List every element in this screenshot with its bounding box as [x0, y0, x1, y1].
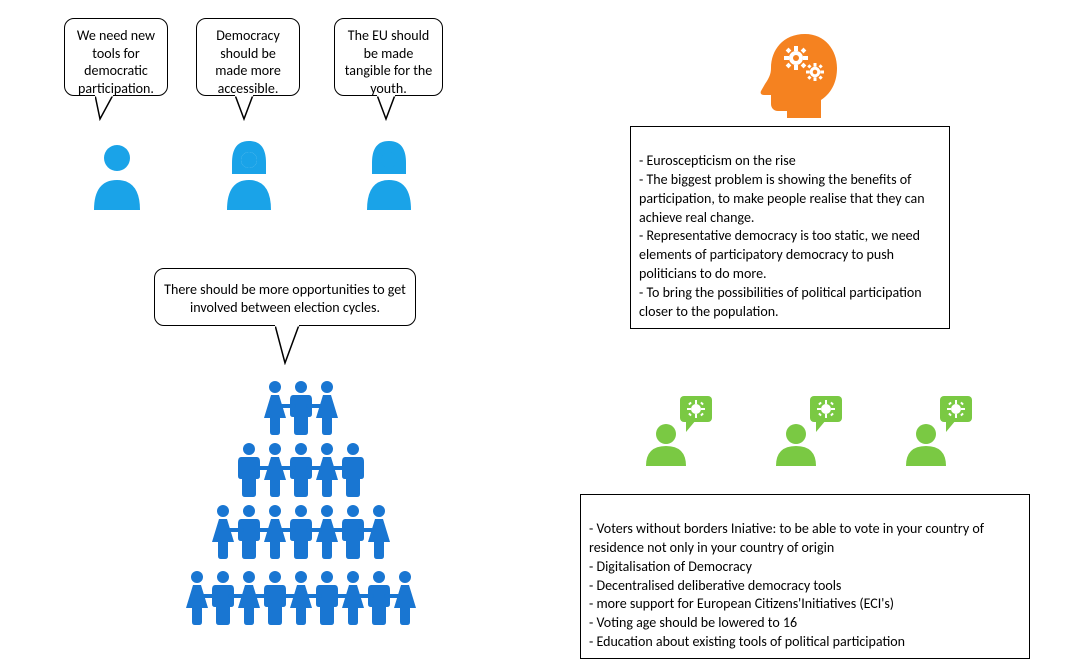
speech-bubble-4: There should be more opportunities to ge…: [154, 268, 416, 326]
idea-person-icon-1: [640, 390, 716, 466]
speech-bubble-4-text: There should be more opportunities to ge…: [164, 281, 406, 316]
solutions-text: - Voters without borders Iniative: to be…: [589, 520, 984, 650]
speech-bubble-3: The EU should be made tangible for the y…: [334, 18, 443, 96]
idea-person-icon-3: [900, 390, 976, 466]
idea-person-icon-2: [770, 390, 846, 466]
solutions-textbox: - Voters without borders Iniative: to be…: [580, 494, 1030, 659]
speech-bubble-2-text: Democracy should be made more accessible…: [215, 27, 281, 97]
person-icon-3: [358, 138, 420, 210]
speech-bubble-1-text: We need new tools for democratic partici…: [77, 27, 155, 97]
problems-textbox: - Euroscepticism on the rise - The bigge…: [630, 126, 950, 329]
crowd-pyramid-icon: [146, 376, 456, 636]
person-icon-2: [218, 138, 280, 210]
speech-bubble-3-text: The EU should be made tangible for the y…: [345, 27, 433, 97]
problems-text: - Euroscepticism on the rise - The bigge…: [639, 152, 925, 320]
thinking-head-icon: [755, 28, 845, 118]
person-icon-1: [88, 140, 146, 210]
speech-bubble-1: We need new tools for democratic partici…: [64, 18, 168, 96]
speech-bubble-2: Democracy should be made more accessible…: [196, 18, 300, 96]
